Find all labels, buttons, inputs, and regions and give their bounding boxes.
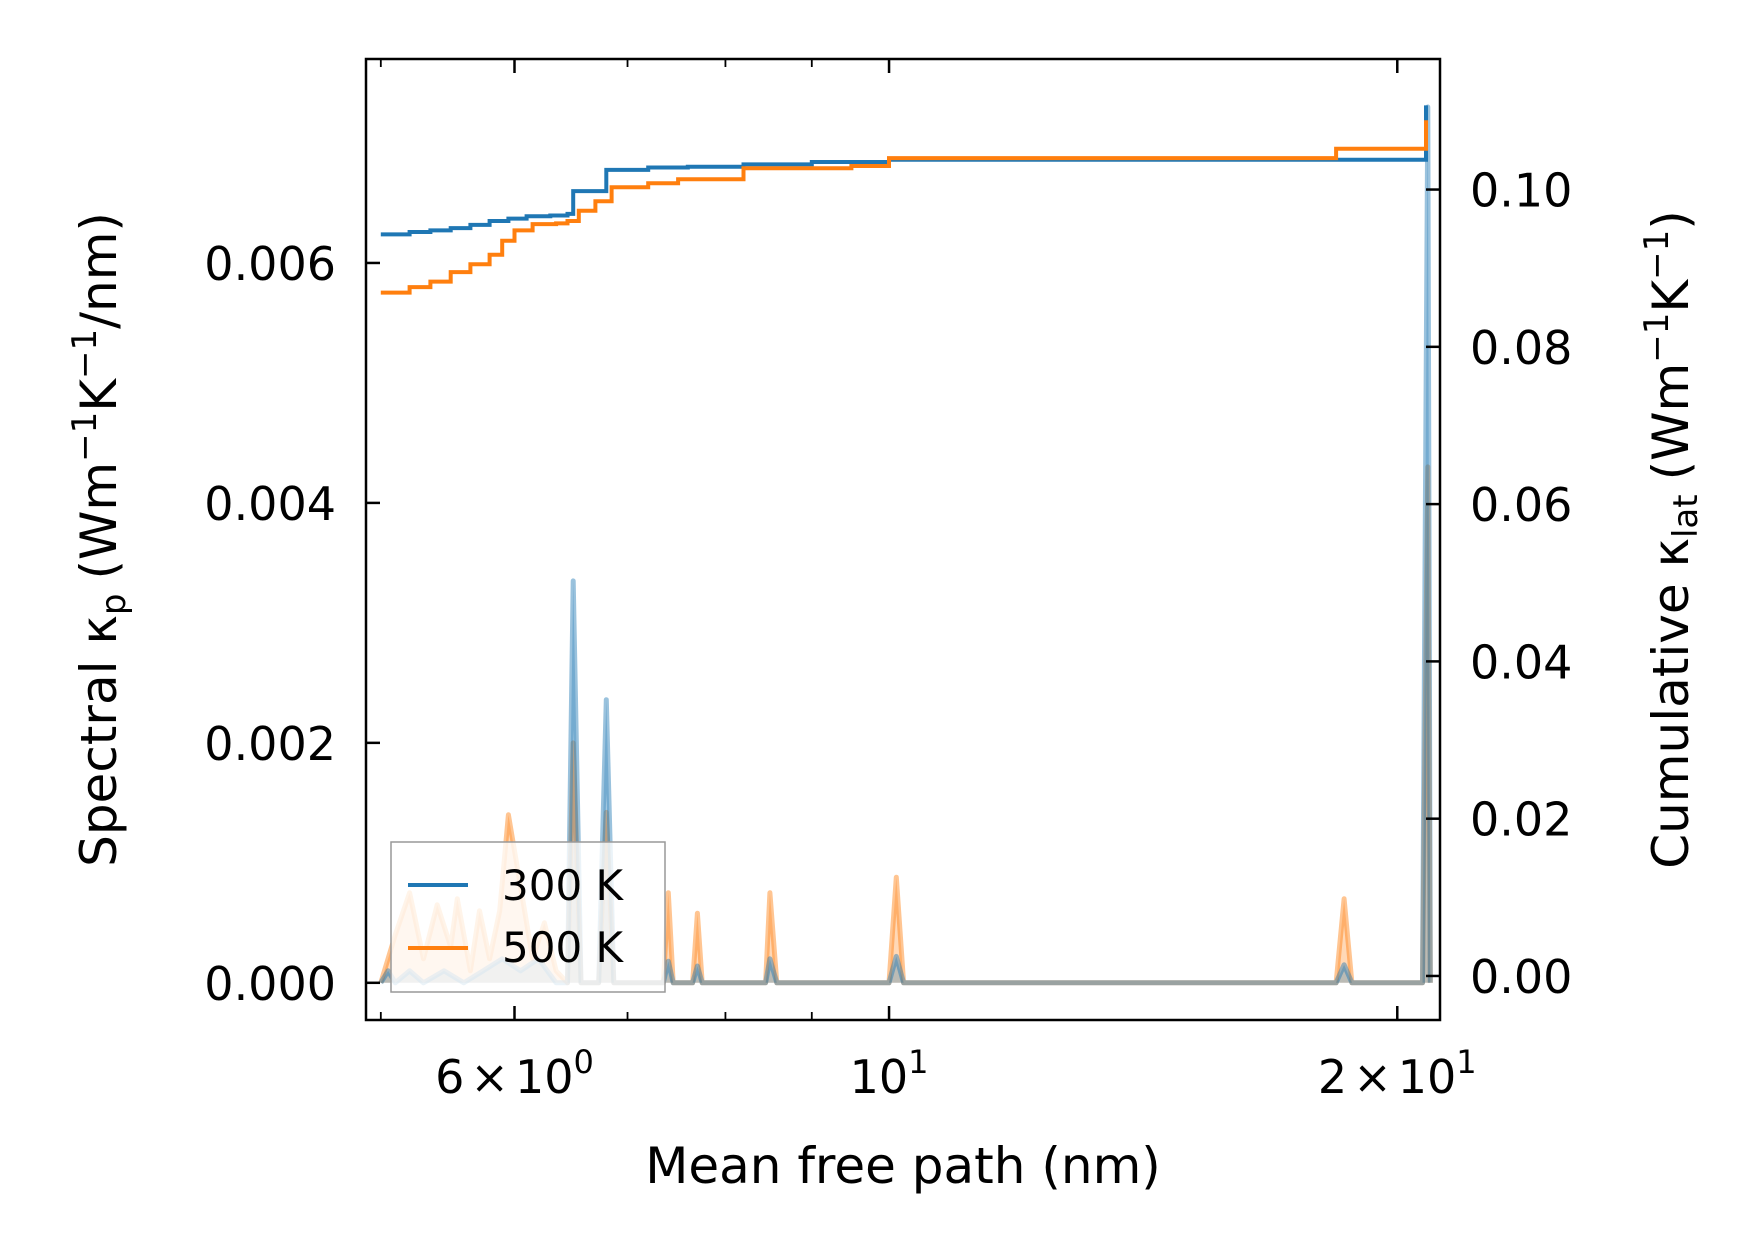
y-right-label-base: Cumulative κ [1642, 538, 1700, 869]
y-right-tick-label-3: 0.06 [1470, 478, 1572, 532]
y-right-label-tail: ) [1642, 210, 1700, 230]
x-axis-label: Mean free path (nm) [645, 1137, 1161, 1195]
tick-layer: 0.000 0.002 0.004 0.006 0.00 0.02 0.04 0.06 0.08… [204, 59, 1572, 1104]
y-left-label-unit: (Wm [70, 462, 128, 580]
y-left-label-mid: K [70, 378, 128, 412]
plot-frame [364, 57, 1442, 1022]
x-tick-label-1: 101 [850, 1043, 929, 1104]
y-right-label-unit: (Wm [1642, 363, 1700, 481]
x-tick-label-2-exp: 1 [1456, 1043, 1476, 1081]
y-right-label-sub: lat [1666, 494, 1706, 538]
cumulative-line-300k [380, 105, 1428, 237]
x-tick-label-0-base: 10 [515, 1050, 574, 1104]
x-tick-label-1-exp: 1 [908, 1043, 928, 1081]
x-tick-label-1-base: 10 [850, 1050, 909, 1104]
y-left-tick-label-2: 0.004 [204, 477, 336, 531]
y-left-label-sup2: −1 [65, 329, 105, 379]
y-left-label-sub: p [94, 594, 134, 616]
x-tick-label-0-times: × [470, 1050, 509, 1104]
y-right-tick-label-5: 0.10 [1470, 164, 1572, 218]
legend-box [390, 841, 666, 993]
y-left-tick-label-3: 0.006 [204, 237, 336, 291]
legend: 300 K 500 K [390, 841, 666, 993]
x-tick-label-0-mant: 6 [435, 1050, 464, 1104]
y-left-label-sup1: −1 [65, 412, 105, 462]
y-right-label-sup1: −1 [1637, 313, 1677, 363]
x-tick-label-0: 6 × 100 [435, 1043, 594, 1104]
series-line-layer [380, 105, 1428, 295]
x-tick-label-0-exp: 0 [574, 1043, 594, 1081]
x-tick-label-2: 2 × 101 [1318, 1043, 1477, 1104]
y-right-tick-label-4: 0.08 [1470, 321, 1572, 375]
x-tick-label-2-times: × [1353, 1050, 1392, 1104]
legend-label-500k: 500 K [502, 923, 625, 972]
y-left-label-base: Spectral κ [70, 615, 128, 867]
y-right-tick-label-0: 0.00 [1470, 950, 1572, 1004]
y-right-tick-label-2: 0.04 [1470, 635, 1572, 689]
y-right-tick-label-1: 0.02 [1470, 793, 1572, 847]
legend-label-300k: 300 K [502, 861, 625, 910]
y-axis-right-label: Cumulative κlat(Wm−1K−1) [1637, 210, 1706, 869]
y-axis-left-label: Spectral κp(Wm−1K−1/nm) [65, 212, 134, 867]
y-left-tick-label-0: 0.000 [204, 957, 336, 1011]
cumulative-line-500k [380, 120, 1428, 295]
y-right-label-mid: K [1642, 279, 1700, 313]
y-left-tick-label-1: 0.002 [204, 717, 336, 771]
y-right-label-sup2: −1 [1637, 230, 1677, 280]
x-tick-label-2-mant: 2 [1318, 1050, 1347, 1104]
y-left-label-tail: /nm) [70, 212, 128, 329]
x-tick-label-2-base: 10 [1398, 1050, 1457, 1104]
